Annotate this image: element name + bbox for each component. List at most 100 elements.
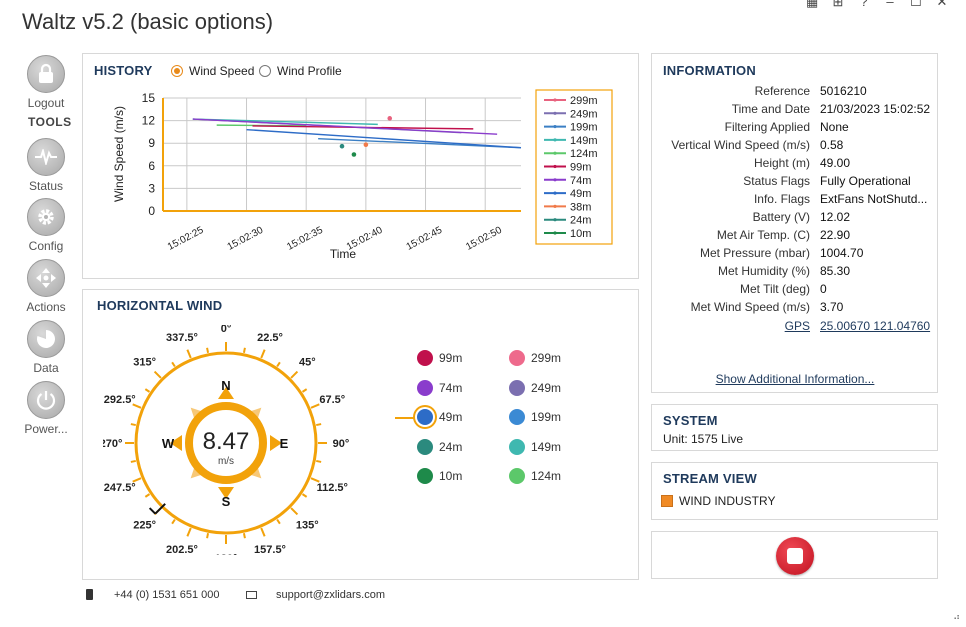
layout-icon[interactable]: ▦ <box>806 0 819 9</box>
grid-icon[interactable]: ⊞ <box>832 0 844 9</box>
info-label: Met Air Temp. (C) <box>716 228 810 242</box>
height-legend-dot[interactable] <box>509 468 525 484</box>
height-legend-dot[interactable] <box>509 350 525 366</box>
compass-degree-label: 270° <box>103 438 122 450</box>
legend-label-10m: 10m <box>570 228 591 240</box>
compass-degree-label: 247.5° <box>104 482 136 494</box>
support-email[interactable]: support@zxlidars.com <box>276 589 385 601</box>
gps-value[interactable]: 25.00670 121.04760 <box>820 319 931 333</box>
info-row: Time and Date 21/03/2023 15:02:52 <box>652 102 938 120</box>
help-icon[interactable]: ? <box>860 0 868 9</box>
info-value: ExtFans NotShutd... <box>820 192 928 206</box>
height-legend-label: 299m <box>531 351 562 365</box>
series-point-10m <box>351 152 357 157</box>
system-title: SYSTEM <box>663 413 718 428</box>
data-button[interactable]: Data <box>16 320 76 375</box>
compass-tick <box>171 518 176 525</box>
info-row: Met Pressure (mbar) 1004.70 <box>652 246 938 264</box>
height-legend-dot[interactable] <box>509 438 525 455</box>
compass-cardinal-w: W <box>162 436 175 451</box>
compass-pointer <box>218 487 234 499</box>
height-legend-dot[interactable] <box>417 438 433 455</box>
info-label: Info. Flags <box>753 192 810 206</box>
compass-degree-label: 135° <box>296 519 319 531</box>
stream-view-title: STREAM VIEW <box>663 471 757 486</box>
pulse-icon <box>27 138 65 176</box>
info-label: Met Wind Speed (m/s) <box>690 300 810 314</box>
stop-button[interactable] <box>776 537 814 575</box>
compass-tick <box>310 477 320 483</box>
legend-label-149m: 149m <box>570 135 598 147</box>
info-value: 85.30 <box>820 264 851 278</box>
compass-pointer <box>170 435 182 451</box>
info-value: 5016210 <box>820 84 867 98</box>
legend-marker-149m <box>553 138 557 142</box>
resize-grip-icon[interactable]: ⠴ <box>953 612 961 623</box>
info-label: Vertical Wind Speed (m/s) <box>671 138 810 152</box>
config-button[interactable]: Config <box>16 198 76 253</box>
show-additional-info-link[interactable]: Show Additional Information... <box>715 372 875 386</box>
height-legend-dot[interactable] <box>417 350 433 366</box>
wind-direction-marker <box>154 503 166 515</box>
compass-minor-pointer <box>190 407 202 419</box>
info-value: 1004.70 <box>820 246 864 260</box>
compass-tick <box>242 533 246 539</box>
compass-degree-label: 157.5° <box>254 544 286 555</box>
legend-marker-49m <box>553 191 557 195</box>
logout-button[interactable]: Logout <box>16 55 76 110</box>
phone-icon <box>86 589 93 600</box>
height-legend-dot[interactable] <box>509 379 525 396</box>
move-arrows-icon <box>27 259 65 297</box>
info-label: Met Humidity (%) <box>717 264 810 278</box>
height-legend-dot[interactable] <box>509 409 525 425</box>
minimize-icon[interactable]: – <box>886 0 894 9</box>
stream-item[interactable]: WIND INDUSTRY <box>661 494 775 508</box>
actions-button[interactable]: Actions <box>16 259 76 314</box>
compass-tick <box>310 403 320 409</box>
gps-link[interactable]: GPS <box>784 319 810 333</box>
stream-item-label: WIND INDUSTRY <box>679 494 776 508</box>
power-button[interactable]: Power... <box>16 381 76 436</box>
info-value: Fully Operational <box>820 174 911 188</box>
wind-speed-radio[interactable]: Wind Speed <box>171 64 254 78</box>
compass-degree-label: 225° <box>133 519 156 531</box>
legend-label-24m: 24m <box>570 215 591 227</box>
compass-tick <box>186 349 192 359</box>
compass-tick <box>290 507 299 516</box>
compass-degree-label: 90° <box>333 438 350 450</box>
information-table: Reference 5016210 Time and Date 21/03/2023 … <box>652 84 938 334</box>
wind-profile-radio[interactable]: Wind Profile <box>259 64 342 78</box>
height-legend-dot[interactable] <box>417 468 433 484</box>
close-icon[interactable]: ✕ <box>936 0 948 9</box>
compass-tick <box>144 493 151 498</box>
compass-cardinal-e: E <box>280 436 289 451</box>
wind-speed-radio-label: Wind Speed <box>189 64 255 78</box>
info-label: Met Pressure (mbar) <box>699 246 810 260</box>
information-panel: INFORMATION Reference 5016210 Time and Dat… <box>651 53 938 393</box>
maximize-icon[interactable]: ☐ <box>910 0 922 9</box>
legend-label-99m: 99m <box>570 162 591 174</box>
compass-tick <box>290 370 299 379</box>
app-title: Waltz v5.2 (basic options) <box>22 9 274 34</box>
compass-tick <box>260 349 266 359</box>
stream-checkbox[interactable] <box>661 495 673 507</box>
info-row: Met Wind Speed (m/s) 3.70 <box>652 300 938 318</box>
y-tick-label: 6 <box>148 159 155 173</box>
height-legend-dot[interactable] <box>417 379 433 396</box>
config-label: Config <box>28 239 64 253</box>
compass-degree-label: 180° <box>215 553 238 555</box>
info-row: Met Tilt (deg) 0 <box>652 282 938 300</box>
legend-marker-249m <box>553 111 557 115</box>
y-tick-label: 0 <box>148 204 155 218</box>
height-legend-dot[interactable] <box>417 409 433 425</box>
series-point-24m <box>339 143 345 149</box>
height-legend-label: 49m <box>439 410 463 424</box>
legend-marker-24m <box>553 218 557 222</box>
compass-tick <box>276 361 281 368</box>
info-row: Met Air Temp. (C) 22.90 <box>652 228 938 246</box>
status-button[interactable]: Status <box>16 138 76 193</box>
compass-degree-label: 67.5° <box>319 394 345 406</box>
selected-height-indicator <box>395 417 417 419</box>
info-row: Status Flags Fully Operational <box>652 174 938 192</box>
